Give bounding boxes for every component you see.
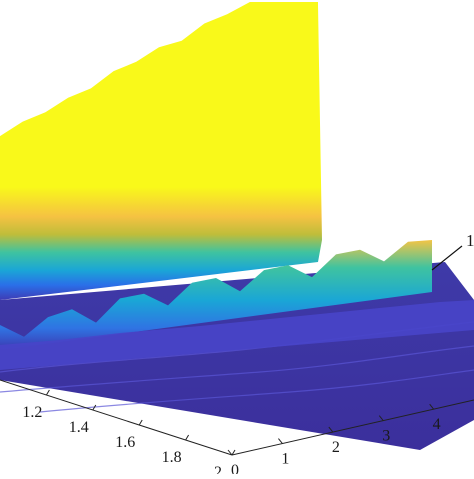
right-axis-tick-label: 1 (281, 451, 289, 468)
right-axis-tick (378, 415, 384, 421)
left-axis-tick-label: 2 (214, 464, 222, 474)
right-axis-tick-label: 2 (332, 439, 340, 456)
left-axis-tick-label: 1.2 (22, 404, 42, 421)
left-axis-tick (231, 449, 236, 456)
right-axis-tick (429, 403, 435, 410)
right-axis-tick-label: 0 (231, 462, 239, 474)
right-axis-tick (328, 426, 334, 433)
right-axis-tick (278, 438, 283, 444)
left-axis-tick (185, 434, 190, 441)
annotation-label: 1 (466, 231, 474, 250)
right-axis-tick-label: 3 (382, 428, 390, 445)
right-axis-tick (227, 449, 233, 456)
annotation-leader-line (431, 245, 463, 271)
left-axis-ticks: 1.2 1.4 1.6 1.8 2 (22, 389, 236, 479)
floor-ripple (39, 369, 474, 413)
left-axis-tick-label: 1.4 (69, 419, 89, 436)
middle-ridge-surface (0, 240, 432, 350)
left-axis-tick-label: 1.6 (115, 434, 135, 451)
left-axis-tick-label: 1.8 (162, 449, 182, 466)
right-axis-tick-label: 4 (433, 416, 441, 433)
left-axis-line (0, 379, 233, 456)
right-axis-ticks: 0 1 2 3 4 (227, 403, 441, 479)
left-axis-tick (138, 419, 143, 426)
tall-peak-surface (0, 2, 322, 300)
front-ridge-surface (0, 300, 474, 370)
left-axis-tick (92, 404, 97, 411)
floor-ripple (0, 345, 474, 393)
left-axis-tick (45, 389, 50, 396)
